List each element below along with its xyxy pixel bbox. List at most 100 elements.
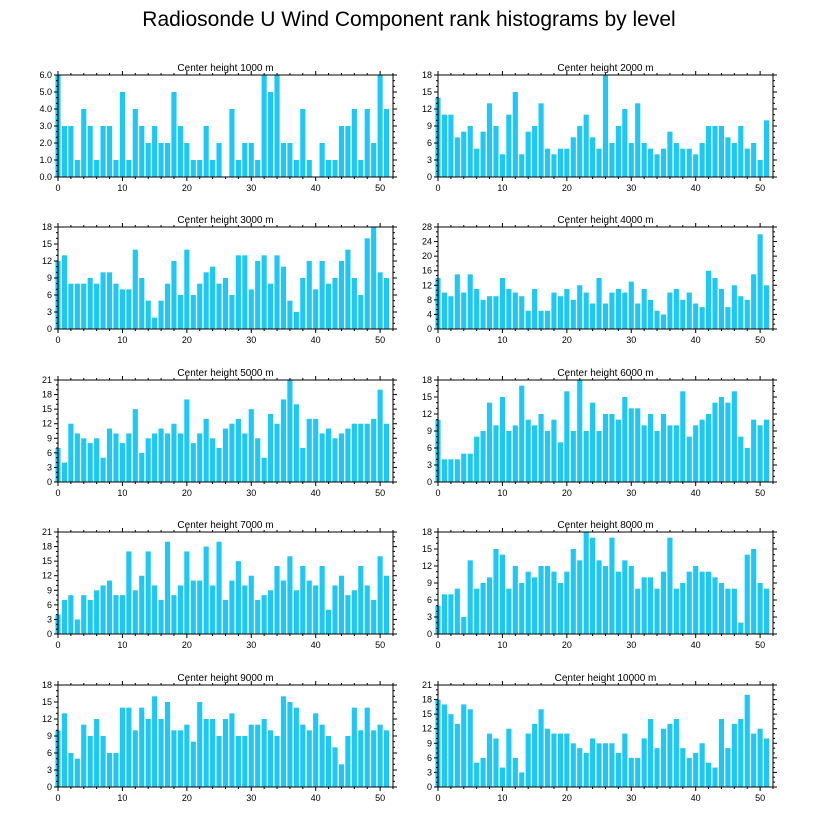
y-tick-label: 21 (422, 680, 432, 690)
x-tick-label: 20 (562, 793, 572, 803)
y-tick-label: 21 (42, 527, 52, 537)
bar (164, 283, 171, 329)
bar (261, 595, 267, 634)
bar (351, 590, 357, 634)
bar (660, 314, 667, 329)
x-tick-label: 30 (626, 335, 636, 345)
bar (197, 702, 203, 787)
bar (564, 391, 570, 482)
bar (660, 148, 667, 177)
bar (94, 283, 100, 329)
panel-title: Center height 9000 m (177, 673, 273, 684)
bar (448, 594, 454, 634)
bar (763, 285, 770, 329)
bar (106, 580, 113, 634)
bar (106, 126, 113, 177)
bar (345, 736, 351, 787)
bar (210, 438, 216, 482)
bar (667, 292, 673, 329)
bar (268, 730, 274, 787)
bar (570, 549, 576, 634)
bar (506, 431, 512, 482)
bar (512, 757, 518, 787)
bar (164, 541, 171, 634)
bar (583, 114, 589, 177)
bar (480, 757, 486, 787)
bar (126, 160, 132, 177)
bar (313, 585, 319, 634)
y-tick-label: 9 (427, 121, 432, 131)
panel-9: Center height 9000 m 0 10 20 30 40 50 0 3 6 9 12 15 1… (42, 673, 397, 803)
bar (68, 126, 74, 177)
bar (467, 453, 473, 482)
bar (377, 75, 383, 177)
bar (184, 249, 190, 329)
bar (68, 423, 74, 482)
bar (164, 143, 171, 177)
x-tick-label: 10 (497, 335, 507, 345)
bar (300, 448, 306, 482)
bar (383, 109, 390, 177)
bar (383, 423, 390, 482)
x-tick-label: 20 (182, 183, 192, 193)
bar (454, 459, 460, 482)
bar (113, 595, 119, 634)
x-tick-label: 40 (691, 793, 701, 803)
y-tick-label: 24 (422, 237, 432, 247)
bar (641, 288, 647, 329)
bar (113, 433, 119, 482)
bar (158, 600, 164, 634)
bar (287, 143, 293, 177)
y-tick-label: 9 (427, 426, 432, 436)
bar (190, 160, 196, 177)
bar (486, 103, 493, 177)
bar (570, 431, 576, 482)
bar (519, 583, 525, 634)
bar (255, 160, 261, 177)
bar (744, 554, 750, 634)
bar (686, 757, 692, 787)
bar (216, 541, 222, 634)
bar (306, 261, 312, 329)
bar (602, 75, 609, 177)
y-tick-label: 9 (427, 578, 432, 588)
bar (660, 414, 667, 482)
bar (751, 143, 757, 177)
bar (615, 753, 621, 787)
y-tick-label: 3 (427, 155, 432, 165)
bar (474, 288, 480, 329)
bar (441, 704, 448, 787)
bar (152, 126, 158, 177)
bar (293, 160, 299, 177)
y-tick-label: 0 (427, 172, 432, 182)
panel-10: Center height 10000 m 0 10 20 30 40 50 0 3 6 9 12 15… (422, 673, 777, 803)
bar (300, 109, 306, 177)
y-tick-label: 0 (47, 782, 52, 792)
y-tick-label: 0 (427, 324, 432, 334)
bar (738, 126, 744, 177)
x-tick-label: 40 (311, 335, 321, 345)
y-tick-label: 15 (422, 392, 432, 402)
bar (718, 583, 725, 634)
x-tick-label: 30 (626, 793, 636, 803)
bar (680, 583, 686, 634)
y-tick-label: 12 (42, 714, 52, 724)
bar (731, 723, 737, 787)
bar (686, 571, 692, 634)
bar (171, 730, 177, 787)
bar (499, 278, 505, 329)
bar (680, 748, 686, 787)
y-tick-label: 3 (47, 765, 52, 775)
panel-title: Center height 3000 m (177, 215, 273, 226)
x-tick-label: 40 (311, 488, 321, 498)
bar (229, 423, 235, 482)
bar (326, 160, 332, 177)
bar (313, 289, 319, 329)
bar (493, 425, 499, 482)
bar (602, 303, 609, 329)
bar (68, 753, 74, 787)
bar (499, 767, 505, 787)
bar (197, 580, 203, 634)
bar (654, 588, 660, 634)
bar (177, 585, 183, 634)
